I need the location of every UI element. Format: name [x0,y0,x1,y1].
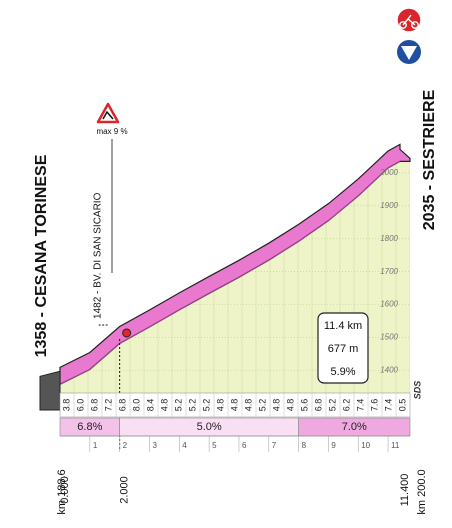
y-tick-label: 1600 [380,300,398,309]
gradient-label: 4.8 [159,399,169,412]
gradient-label: 5.2 [187,399,197,412]
y-tick-label: 1400 [380,366,398,375]
annotation-label: 1482 - BV. DI SAN SICARIO [92,192,103,319]
section-label: 6.8% [77,421,102,433]
gradient-label: 0.5 [397,399,407,412]
bike-icon [396,7,422,33]
y-tick-label: 1800 [380,234,398,243]
gradient-label: 7.4 [383,399,393,412]
summary-length: 11.4 km [324,320,362,332]
gradient-label: 4.8 [271,399,281,412]
gradient-label: 7.4 [355,399,365,412]
start-wall [39,370,61,411]
y-tick-label: 2000 [379,168,398,177]
gradient-label: 4.8 [215,399,225,412]
summary-gradient: 5.9% [330,366,355,378]
gradient-label: 6.8 [117,399,127,412]
summary-gain: 677 m [328,343,359,355]
plot: 1400 1500 1600 1700 1800 1900 2000 1482 - BV. D… [39,139,428,515]
gradient-label: 8.0 [131,399,141,412]
max-gradient: max 9 % [96,127,127,136]
x-tick-label: 9 [331,441,336,450]
section-label: 7.0% [342,421,367,433]
descent-icon [397,40,421,64]
x-tick-label: 4 [182,441,187,450]
y-tick-label: 1500 [380,333,398,342]
x-tick-label: 2 [123,441,128,450]
gradient-label: 8.4 [145,399,155,412]
gradient-label: 5.2 [201,399,211,412]
x-tick-label: 11 [391,441,400,450]
km-label: km 200.0 [416,469,428,514]
gradient-label: 4.8 [229,399,239,412]
gradient-label: 7.6 [369,399,379,412]
gradient-label: 6.0 [75,399,85,412]
section-label: 5.0% [197,421,222,433]
gradient-label: 7.2 [103,399,113,412]
gradient-label: 6.8 [313,399,323,412]
x-tick-label: 5 [212,441,217,450]
gradient-label: 6.2 [341,399,351,412]
y-tick-label: 1900 [380,201,398,210]
distance-label: 2.000 [119,476,131,504]
gradient-row [59,392,411,418]
x-tick-label: 3 [152,441,157,450]
warning-sign [96,102,120,124]
x-tick-label: 1 [93,441,98,450]
x-tick-label: 8 [302,441,307,450]
start-label: 1358 - CESANA TORINESE [33,154,50,357]
x-tick-label: 6 [242,441,247,450]
gradient-label: 5.2 [257,399,267,412]
distance-label: 11.400 [399,474,411,507]
gradient-label: 4.8 [243,399,253,412]
x-tick-label: 7 [272,441,277,450]
summary-box [317,312,369,384]
gradient-label: 5.2 [173,399,183,412]
end-label: 2035 - SESTRIERE [421,89,438,230]
gradient-label: 5.6 [299,399,309,412]
distance-label: 0.000 [59,476,71,504]
gradient-label: 4.8 [285,399,295,412]
y-tick-label: 1700 [380,267,398,276]
gradient-label: 3.8 [61,399,71,412]
gradient-label: 5.2 [327,399,337,412]
gradient-label: 6.8 [89,399,99,412]
annotation-dot [122,328,132,338]
logo: SDS [412,381,422,400]
km-label: km 188.6 [56,469,68,514]
x-tick-label: 10 [361,441,370,450]
